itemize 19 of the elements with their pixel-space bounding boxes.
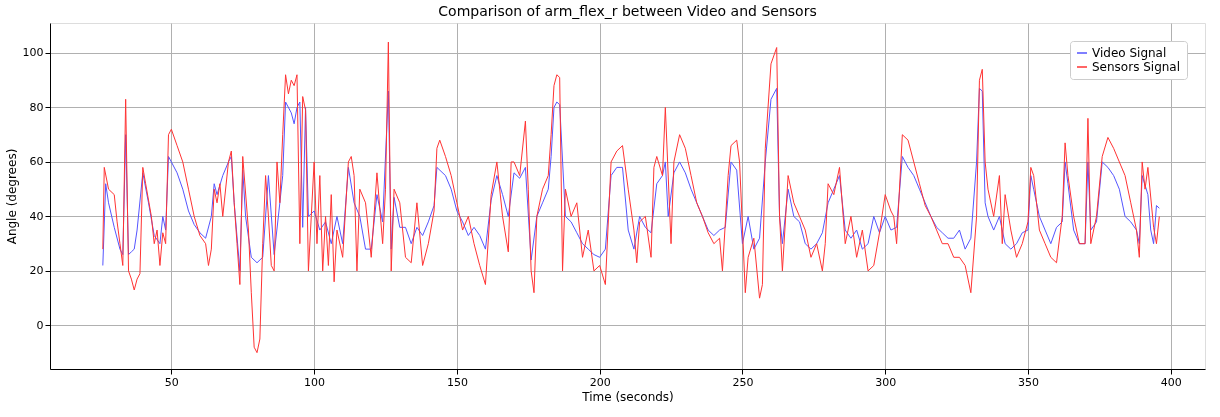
y-tick-label: 20	[29, 264, 44, 278]
y-tick-label: 60	[29, 155, 44, 169]
y-tick-label: 0	[36, 318, 44, 332]
x-tick-label: 300	[875, 375, 897, 389]
x-tick-label: 250	[732, 375, 754, 389]
y-tick-label: 80	[29, 100, 44, 114]
legend-label: Sensors Signal	[1092, 60, 1181, 74]
y-axis-title: Angle (degrees)	[4, 148, 19, 245]
y-tick-label: 40	[29, 209, 44, 223]
x-tick-label: 350	[1017, 375, 1039, 389]
chart-title: Comparison of arm_flex_r between Video and Sensors	[438, 3, 817, 19]
x-tick-label: 150	[446, 375, 468, 389]
x-tick-label: 100	[304, 375, 326, 389]
x-tick-label: 200	[589, 375, 611, 389]
legend-label: Video Signal	[1092, 46, 1167, 60]
x-tick-label: 50	[164, 375, 179, 389]
x-tick-label: 400	[1160, 375, 1182, 389]
x-axis-title: Time (seconds)	[581, 389, 674, 404]
y-tick-label: 100	[22, 46, 44, 60]
